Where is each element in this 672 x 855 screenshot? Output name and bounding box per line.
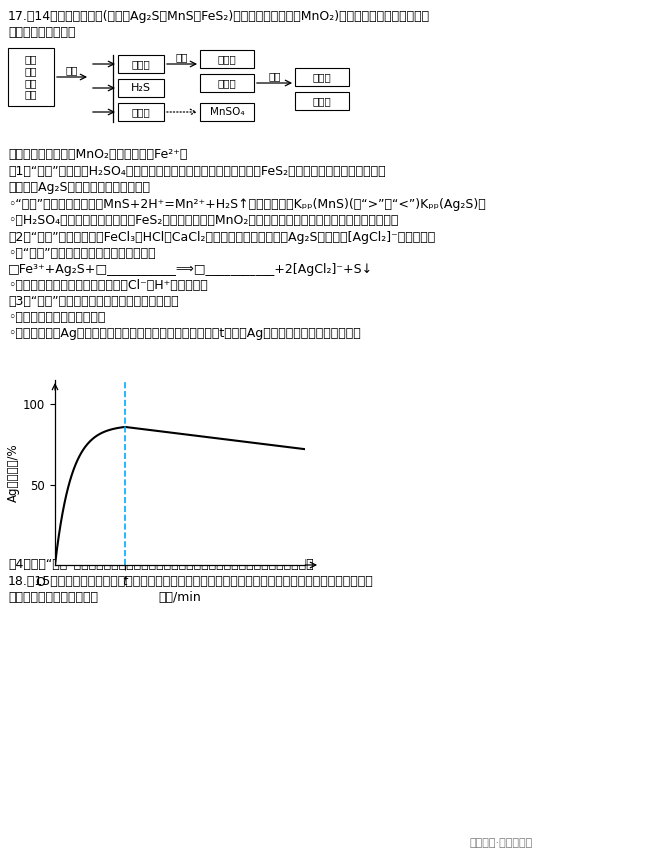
- Text: 浸锰: 浸锰: [66, 65, 78, 75]
- FancyBboxPatch shape: [200, 103, 254, 121]
- Text: 浸银: 浸银: [176, 52, 188, 62]
- Text: 浸银渣: 浸银渣: [218, 54, 237, 64]
- FancyBboxPatch shape: [200, 50, 254, 68]
- Text: 浸银液: 浸银液: [218, 78, 237, 88]
- Text: 📱公众号·文学与化学: 📱公众号·文学与化学: [470, 838, 534, 848]
- Text: （1）“浸锰”过程是在H₂SO₄溶液中使矿石中的锰元素浸出，同时去除FeS₂，有利于后续银的浸出：矿石: （1）“浸锰”过程是在H₂SO₄溶液中使矿石中的锰元素浸出，同时去除FeS₂，有…: [8, 165, 386, 178]
- Text: □Fe³⁺+Ag₂S+□___________⟹□___________+2[AgCl₂]⁻+S↓: □Fe³⁺+Ag₂S+□___________⟹□___________+2[A…: [8, 263, 373, 276]
- FancyBboxPatch shape: [118, 79, 164, 97]
- Text: ◦结合平衡移动原理，解释浸出剂中Cl⁻、H⁺的作用：。: ◦结合平衡移动原理，解释浸出剂中Cl⁻、H⁺的作用：。: [8, 279, 208, 292]
- Text: H₂S: H₂S: [131, 83, 151, 93]
- FancyBboxPatch shape: [8, 48, 54, 106]
- FancyBboxPatch shape: [295, 68, 349, 86]
- Text: 18.（15分）含有吡喃萘醌骨架的化合物常具有抗菌、抗病毒等生物活性，一种合成该类化合物的路线如下: 18.（15分）含有吡喃萘醌骨架的化合物常具有抗菌、抗病毒等生物活性，一种合成该…: [8, 575, 374, 588]
- Text: O: O: [35, 576, 45, 589]
- FancyBboxPatch shape: [200, 74, 254, 92]
- FancyBboxPatch shape: [295, 92, 349, 110]
- Text: 粗银粉: 粗银粉: [312, 96, 331, 106]
- Text: ◦一定温度下，Ag的沉淀率随反应时间的变化如图所示。解释t分钟后Ag的沉淀率逐渐减小的原因：。: ◦一定温度下，Ag的沉淀率随反应时间的变化如图所示。解释t分钟后Ag的沉淀率逐渐…: [8, 327, 361, 340]
- Text: （部分反应条件已简化）：: （部分反应条件已简化）：: [8, 591, 98, 604]
- Text: 17.（14分）以银锰精矿(主要含Ag₂S、MnS、FeS₂)和氧化锰矿（主要含MnO₂)为原料联合提取银和锰的一: 17.（14分）以银锰精矿(主要含Ag₂S、MnS、FeS₂)和氧化锰矿（主要含…: [8, 10, 430, 23]
- Text: （4）结合“浸锰”过程，从两种矿石中各物质利用的角度，分析联合提取银和锰的优势：。: （4）结合“浸锰”过程，从两种矿石中各物质利用的角度，分析联合提取银和锰的优势：…: [8, 558, 314, 571]
- Y-axis label: Ag的沉淀率/%: Ag的沉淀率/%: [7, 443, 20, 502]
- Text: MnSO₄: MnSO₄: [210, 107, 245, 117]
- Text: 浸锰液: 浸锰液: [132, 107, 151, 117]
- Text: ◦“浸锰”过程中，发生反应MnS+2H⁺=Mn²⁺+H₂S↑，则可推断：Kₚₚ(MnS)(填“>”或“<”)Kₚₚ(Ag₂S)。: ◦“浸锰”过程中，发生反应MnS+2H⁺=Mn²⁺+H₂S↑，则可推断：Kₚₚ(…: [8, 198, 486, 211]
- Text: 中的银以Ag₂S的形式残留于浸锰渣中。: 中的银以Ag₂S的形式残留于浸锰渣中。: [8, 181, 150, 194]
- Text: 浸锰渣: 浸锰渣: [132, 59, 151, 69]
- FancyBboxPatch shape: [118, 103, 164, 121]
- Text: ◦将“浸银”反应的离子方程式补充完整：。: ◦将“浸银”反应的离子方程式补充完整：。: [8, 247, 156, 260]
- Text: 种流程示意图如下。: 种流程示意图如下。: [8, 26, 75, 39]
- Text: 沉银: 沉银: [269, 71, 282, 81]
- Text: 沉银液: 沉银液: [312, 72, 331, 82]
- FancyBboxPatch shape: [118, 55, 164, 73]
- X-axis label: 时间/min: 时间/min: [159, 591, 202, 604]
- Text: 已知：酸性条件下，MnO₂的氧化性强于Fe²⁺。: 已知：酸性条件下，MnO₂的氧化性强于Fe²⁺。: [8, 148, 187, 161]
- Text: ◦在H₂SO₄溶液中，银锰精矿中的FeS₂和氧化锰矿中的MnO₂发生反应，则浸锰液中主要的金属阳离子有。: ◦在H₂SO₄溶液中，银锰精矿中的FeS₂和氧化锰矿中的MnO₂发生反应，则浸锰…: [8, 214, 398, 227]
- Text: （3）“沉银”过程中需要过量的铁粉作为还原剂。: （3）“沉银”过程中需要过量的铁粉作为还原剂。: [8, 295, 179, 308]
- Text: （2）“浸银”时，使用过量FeCl₃、HCl和CaCl₂的混合液作为浸出剂，将Ag₂S中的银以[AgCl₂]⁻形式浸出。: （2）“浸银”时，使用过量FeCl₃、HCl和CaCl₂的混合液作为浸出剂，将A…: [8, 231, 435, 244]
- Text: ◦该步反应的离子方程式有。: ◦该步反应的离子方程式有。: [8, 311, 106, 324]
- Text: 银锰
精矿
氧化
锰矿: 银锰 精矿 氧化 锰矿: [25, 55, 37, 99]
